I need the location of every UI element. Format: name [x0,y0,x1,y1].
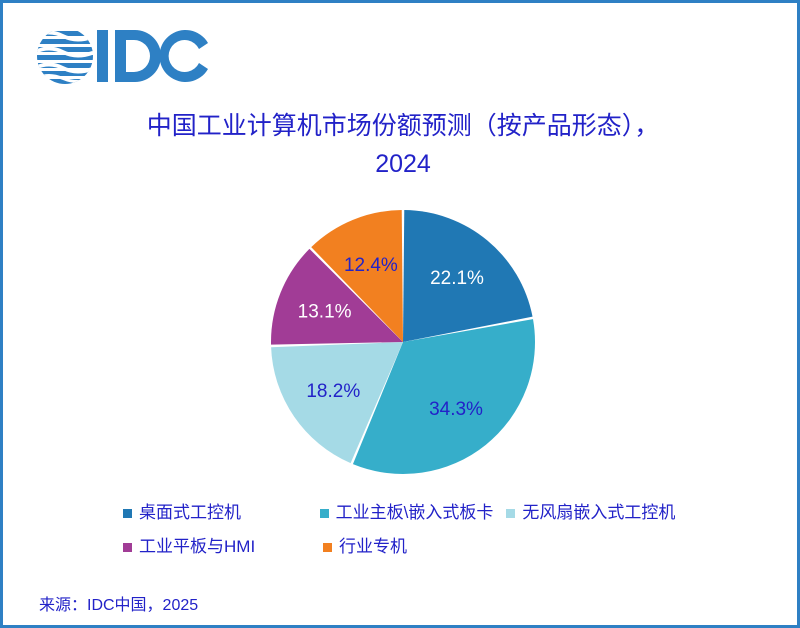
source-note: 来源：IDC中国，2025 [39,597,199,614]
pie-slice[interactable] [403,210,533,342]
legend-swatch-industrial-panel-hmi [123,542,132,552]
pie-slice-label: 34.3% [429,399,483,420]
legend-label-fanless-embedded-ipc: 无风扇嵌入式工控机 [522,503,676,522]
legend-swatch-industry-specific-machine [323,542,332,552]
idc-wordmark [97,30,208,82]
pie-slice[interactable] [271,248,403,345]
legend-label-desktop-ipc: 桌面式工控机 [139,503,241,522]
legend-item-industrial-panel-hmi[interactable]: 工业平板与HMI [123,537,323,557]
page-title: 中国工业计算机市场份额预测（按产品形态）， 2024 [73,107,733,183]
pie-label-group: 22.1% 34.3% 18.2% 13.1% 12.4% [298,255,484,420]
pie-slice-group [271,210,536,475]
pie-slice[interactable] [311,210,403,342]
legend-label-motherboard-embedded-board: 工业主板\嵌入式板卡 [335,503,494,522]
legend-item-fanless-embedded-ipc[interactable]: 无风扇嵌入式工控机 [506,503,703,523]
idc-logo [33,25,243,87]
legend-row-1: 桌面式工控机 工业主板\嵌入式板卡 无风扇嵌入式工控机 [123,503,703,529]
pie-slice[interactable] [352,319,536,475]
pie-slice-label: 18.2% [306,381,360,402]
pie-chart: 22.1% 34.3% 18.2% 13.1% 12.4% [269,208,537,476]
pie-slice[interactable] [271,342,403,464]
globe-icon [37,30,93,84]
page-title-line2: 2024 [375,150,431,178]
idc-logo-graphic [37,30,208,84]
legend-swatch-motherboard-embedded-board [319,508,329,518]
legend-swatch-desktop-ipc [123,508,132,518]
chart-legend: 桌面式工控机 工业主板\嵌入式板卡 无风扇嵌入式工控机 工业平板与HMI 行业专… [123,503,703,571]
page-title-line1: 中国工业计算机市场份额预测（按产品形态）， [146,112,660,140]
legend-item-motherboard-embedded-board[interactable]: 工业主板\嵌入式板卡 [319,503,507,523]
legend-item-industry-specific-machine[interactable]: 行业专机 [323,537,513,557]
pie-slice-label: 22.1% [430,268,484,289]
legend-item-desktop-ipc[interactable]: 桌面式工控机 [123,503,320,523]
legend-swatch-fanless-embedded-ipc [506,508,516,518]
legend-label-industrial-panel-hmi: 工业平板与HMI [139,537,256,556]
pie-chart-svg: 22.1% 34.3% 18.2% 13.1% 12.4% [271,210,536,475]
pie-slice-label: 13.1% [298,302,352,323]
legend-label-industry-specific-machine: 行业专机 [339,537,407,556]
legend-row-2: 工业平板与HMI 行业专机 [123,537,703,563]
pie-slice-label: 12.4% [344,255,398,276]
